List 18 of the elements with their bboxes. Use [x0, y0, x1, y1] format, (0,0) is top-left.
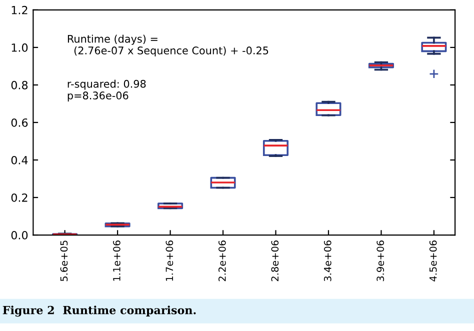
y-tick-label: 1.2: [12, 6, 28, 14]
y-tick-label: 0.0: [11, 230, 28, 240]
x-tick-label: 3.4e+06: [324, 240, 332, 282]
x-tick-label: 1.1e+06: [113, 240, 120, 281]
x-tick-label: 4.5e+06: [429, 240, 437, 282]
y-tick-label: 1.0: [12, 43, 28, 52]
x-tick-label: 1.7e+06: [166, 240, 174, 281]
y-tick-label: 0.2: [11, 193, 28, 202]
y-tick-label: 0.6: [11, 118, 28, 127]
x-tick-label: 2.8e+06: [271, 240, 279, 282]
caption: Figure 2 Runtime comparison.: [2, 306, 196, 317]
x-tick-label: 2.2e+06: [218, 240, 226, 282]
x-tick-label: 5.6e+05: [60, 240, 68, 282]
annotation: r-squared: 0.98 p=8.36e-06: [68, 80, 146, 102]
x-tick-label: 3.9e+06: [376, 240, 384, 282]
y-tick-label: 0.8: [11, 80, 28, 90]
annotation: Runtime (days) = (2.76e-07 x Sequence Count) + -0.25: [68, 34, 268, 56]
y-tick-label: 0.4: [11, 156, 28, 164]
